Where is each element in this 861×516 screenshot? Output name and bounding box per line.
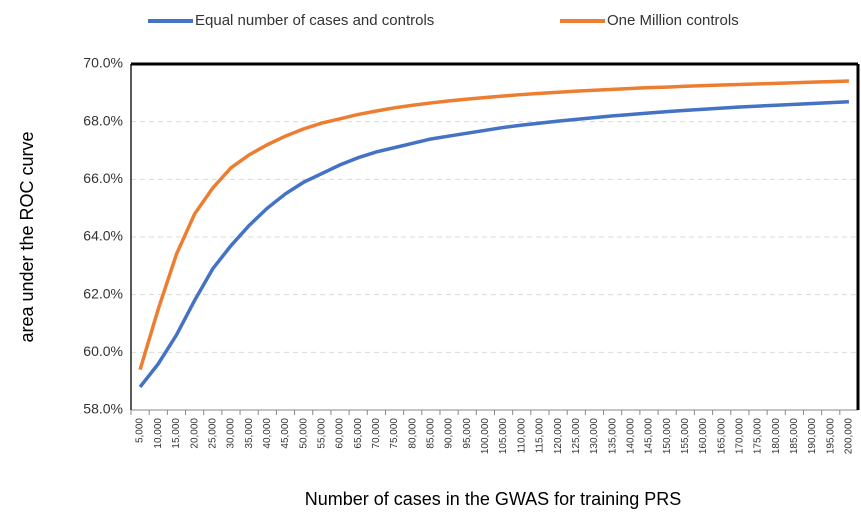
x-tick-label: 160,000: [698, 418, 709, 455]
x-tick-label: 20,000: [189, 418, 200, 449]
legend-label: Equal number of cases and controls: [195, 12, 434, 29]
x-tick-label: 25,000: [207, 418, 218, 449]
y-tick-label: 70.0%: [83, 55, 123, 71]
x-tick-label: 40,000: [262, 418, 273, 449]
x-tick-label: 195,000: [825, 418, 836, 455]
x-tick-label: 200,000: [844, 418, 855, 455]
x-tick-label: 135,000: [607, 418, 618, 455]
x-tick-label: 80,000: [407, 418, 418, 449]
x-tick-label: 100,000: [480, 418, 491, 455]
x-tick-label: 95,000: [462, 418, 473, 449]
x-axis-title: Number of cases in the GWAS for training…: [305, 489, 681, 509]
x-tick-label: 90,000: [444, 418, 455, 449]
x-tick-label: 65,000: [353, 418, 364, 449]
y-tick-label: 60.0%: [83, 343, 123, 359]
x-tick-label: 45,000: [280, 418, 291, 449]
y-tick-label: 58.0%: [83, 401, 123, 417]
x-tick-label: 15,000: [171, 418, 182, 449]
x-tick-label: 5,000: [135, 418, 146, 443]
x-tick-label: 10,000: [153, 418, 164, 449]
line-series: [138, 79, 849, 371]
x-tick-label: 50,000: [298, 418, 309, 449]
y-tick-label: 62.0%: [83, 285, 123, 301]
x-tick-label: 190,000: [807, 418, 818, 455]
x-tick-label: 110,000: [516, 418, 527, 454]
x-tick-label: 170,000: [735, 418, 746, 455]
x-tick-label: 175,000: [753, 418, 764, 455]
x-tick-label: 165,000: [716, 418, 727, 455]
y-axis-title: area under the ROC curve: [17, 131, 37, 342]
x-tick-label: 115,000: [535, 418, 546, 454]
x-tick-label: 130,000: [589, 418, 600, 455]
x-tick-label: 145,000: [644, 418, 655, 455]
x-tick-label: 55,000: [316, 418, 327, 449]
x-tick-label: 70,000: [371, 418, 382, 449]
line-series: [138, 100, 849, 389]
y-tick-label: 66.0%: [83, 170, 123, 186]
legend-label: One Million controls: [607, 12, 739, 29]
x-tick-label: 75,000: [389, 418, 400, 449]
x-tick-label: 30,000: [226, 418, 237, 449]
x-tick-label: 35,000: [244, 418, 255, 449]
x-tick-label: 85,000: [426, 418, 437, 449]
x-tick-label: 185,000: [789, 418, 800, 455]
x-tick-label: 180,000: [771, 418, 782, 455]
x-tick-label: 60,000: [335, 418, 346, 449]
y-tick-label: 64.0%: [83, 228, 123, 244]
x-tick-label: 155,000: [680, 418, 691, 455]
x-tick-label: 105,000: [498, 418, 509, 455]
y-tick-label: 68.0%: [83, 112, 123, 128]
x-tick-label: 125,000: [571, 418, 582, 455]
x-tick-label: 150,000: [662, 418, 673, 455]
x-tick-label: 140,000: [625, 418, 636, 455]
x-tick-label: 120,000: [553, 418, 564, 455]
